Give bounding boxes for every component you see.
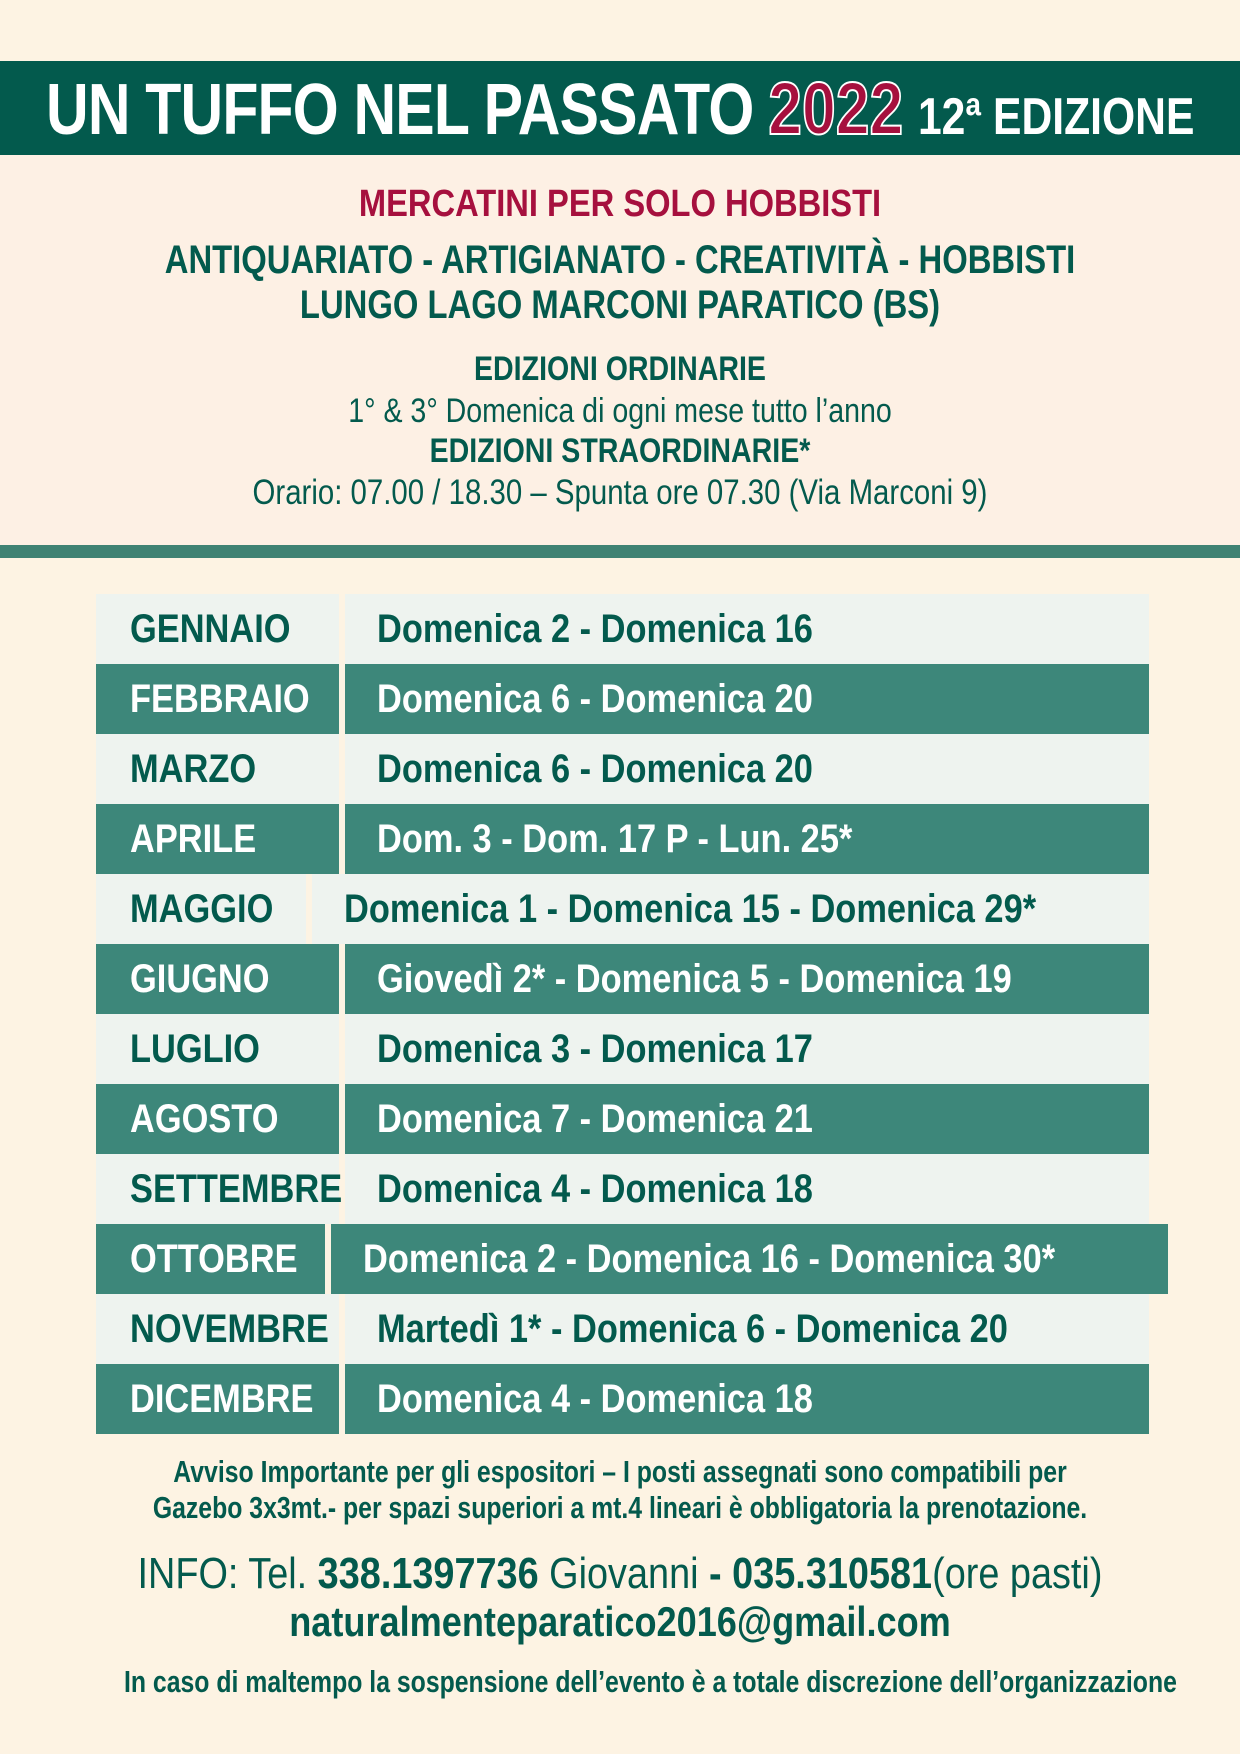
notice-line-2: Gazebo 3x3mt.- per spazi superiori a mt.… — [152, 1490, 1088, 1525]
extraordinary-heading: EDIZIONI STRAORDINARIE* — [429, 432, 811, 470]
dates-cell: Domenica 7 - Domenica 21 — [345, 1084, 1149, 1154]
dates-label: Giovedì 2* - Domenica 5 - Domenica 19 — [377, 956, 1012, 1001]
month-cell: DICEMBRE — [96, 1364, 339, 1434]
schedule-row: MARZO Domenica 6 - Domenica 20 — [96, 734, 1149, 804]
dates-cell: Domenica 3 - Domenica 17 — [345, 1014, 1149, 1084]
title-banner: UN TUFFO NEL PASSATO 2022 12ª EDIZIONE — [0, 61, 1240, 155]
dates-label: Domenica 6 - Domenica 20 — [377, 746, 813, 791]
dates-label: Domenica 4 - Domenica 18 — [377, 1376, 813, 1421]
schedule-row: GENNAIO Domenica 2 - Domenica 16 — [96, 594, 1149, 664]
dates-label: Domenica 4 - Domenica 18 — [377, 1166, 813, 1211]
dates-label: Martedì 1* - Domenica 6 - Domenica 20 — [377, 1306, 1008, 1351]
phone-1: 338.1397736 — [317, 1549, 539, 1598]
month-cell: AGOSTO — [96, 1084, 339, 1154]
info-prefix: INFO: Tel. — [137, 1549, 308, 1598]
contact-info: INFO: Tel. 338.1397736 Giovanni - 035.31… — [87, 1549, 1153, 1599]
month-label: NOVEMBRE — [130, 1306, 329, 1351]
month-cell: APRILE — [96, 804, 339, 874]
categories: ANTIQUARIATO - ARTIGIANATO - CREATIVITÀ … — [164, 238, 1076, 282]
month-label: MAGGIO — [130, 886, 274, 931]
schedule-row: OTTOBRE Domenica 2 - Domenica 16 - Domeni… — [96, 1224, 1168, 1294]
month-label: SETTEMBRE — [130, 1166, 343, 1211]
dates-cell: Domenica 4 - Domenica 18 — [345, 1364, 1149, 1434]
month-cell: MARZO — [96, 734, 339, 804]
dates-label: Domenica 2 - Domenica 16 — [377, 606, 813, 651]
schedule-row: APRILE Dom. 3 - Dom. 17 P - Lun. 25* — [96, 804, 1149, 874]
edition-label: 12ª EDIZIONE — [917, 87, 1195, 146]
schedule-row: NOVEMBRE Martedì 1* - Domenica 6 - Domeni… — [96, 1294, 1149, 1364]
schedule-row: MAGGIO Domenica 1 - Domenica 15 - Domenic… — [96, 874, 1149, 944]
dates-cell: Domenica 2 - Domenica 16 - Domenica 30* — [330, 1224, 1168, 1294]
month-cell: FEBBRAIO — [96, 664, 339, 734]
dates-cell: Domenica 6 - Domenica 20 — [345, 664, 1149, 734]
month-cell: MAGGIO — [96, 874, 307, 944]
dates-label: Domenica 3 - Domenica 17 — [377, 1026, 813, 1071]
schedule-table: GENNAIO Domenica 2 - Domenica 16 FEBBRAIO D… — [96, 594, 1168, 1434]
ordinary-heading: EDIZIONI ORDINARIE — [474, 350, 766, 388]
dates-cell: Domenica 1 - Domenica 15 - Domenica 29* — [312, 874, 1149, 944]
dates-cell: Domenica 2 - Domenica 16 — [345, 594, 1149, 664]
weather-note: In caso di maltempo la sospensione dell’… — [124, 1664, 1177, 1699]
dates-cell: Martedì 1* - Domenica 6 - Domenica 20 — [345, 1294, 1149, 1364]
month-label: FEBBRAIO — [130, 676, 310, 721]
location: LUNGO LAGO MARCONI PARATICO (BS) — [299, 283, 941, 327]
month-cell: GIUGNO — [96, 944, 339, 1014]
event-year: 2022 — [767, 66, 904, 151]
dates-cell: Domenica 6 - Domenica 20 — [345, 734, 1149, 804]
month-cell: OTTOBRE — [96, 1224, 325, 1294]
month-cell: NOVEMBRE — [96, 1294, 339, 1364]
dates-label: Domenica 2 - Domenica 16 - Domenica 30* — [362, 1236, 1055, 1281]
schedule-row: DICEMBRE Domenica 4 - Domenica 18 — [96, 1364, 1149, 1434]
schedule-row: FEBBRAIO Domenica 6 - Domenica 20 — [96, 664, 1149, 734]
notice-line-1: Avviso Importante per gli espositori – I… — [173, 1454, 1067, 1489]
month-cell: LUGLIO — [96, 1014, 339, 1084]
month-label: GIUGNO — [130, 956, 270, 1001]
contact-name: Giovanni — [549, 1549, 699, 1598]
month-label: AGOSTO — [130, 1096, 279, 1141]
schedule-row: LUGLIO Domenica 3 - Domenica 17 — [96, 1014, 1149, 1084]
email: naturalmenteparatico2016@gmail.com — [289, 1598, 951, 1645]
month-label: LUGLIO — [130, 1026, 260, 1071]
month-cell: GENNAIO — [96, 594, 339, 664]
dates-label: Domenica 6 - Domenica 20 — [377, 676, 813, 721]
dates-label: Dom. 3 - Dom. 17 P - Lun. 25* — [377, 816, 853, 861]
schedule-row: SETTEMBRE Domenica 4 - Domenica 18 — [96, 1154, 1149, 1224]
phone-2-note: (ore pasti) — [932, 1549, 1103, 1598]
dates-label: Domenica 1 - Domenica 15 - Domenica 29* — [344, 886, 1037, 931]
schedule-row: GIUGNO Giovedì 2* - Domenica 5 - Domenica… — [96, 944, 1149, 1014]
schedule-row: AGOSTO Domenica 7 - Domenica 21 — [96, 1084, 1149, 1154]
subtitle: MERCATINI PER SOLO HOBBISTI — [358, 183, 882, 225]
divider-stripe — [0, 545, 1240, 558]
dates-cell: Giovedì 2* - Domenica 5 - Domenica 19 — [345, 944, 1149, 1014]
month-label: OTTOBRE — [130, 1236, 298, 1281]
phone-2: 035.310581 — [732, 1549, 933, 1598]
month-cell: SETTEMBRE — [96, 1154, 343, 1224]
month-label: DICEMBRE — [130, 1376, 314, 1421]
dates-label: Domenica 7 - Domenica 21 — [377, 1096, 813, 1141]
separator: - — [709, 1549, 722, 1598]
opening-hours: Orario: 07.00 / 18.30 – Spunta ore 07.30… — [252, 473, 988, 512]
ordinary-text: 1° & 3° Domenica di ogni mese tutto l’an… — [348, 392, 892, 430]
dates-cell: Domenica 4 - Domenica 18 — [345, 1154, 1149, 1224]
intro-section: MERCATINI PER SOLO HOBBISTI ANTIQUARIATO… — [0, 155, 1240, 545]
event-title: UN TUFFO NEL PASSATO — [45, 69, 754, 150]
month-label: MARZO — [130, 746, 257, 791]
month-label: GENNAIO — [130, 606, 291, 651]
month-label: APRILE — [130, 816, 257, 861]
dates-cell: Dom. 3 - Dom. 17 P - Lun. 25* — [345, 804, 1149, 874]
